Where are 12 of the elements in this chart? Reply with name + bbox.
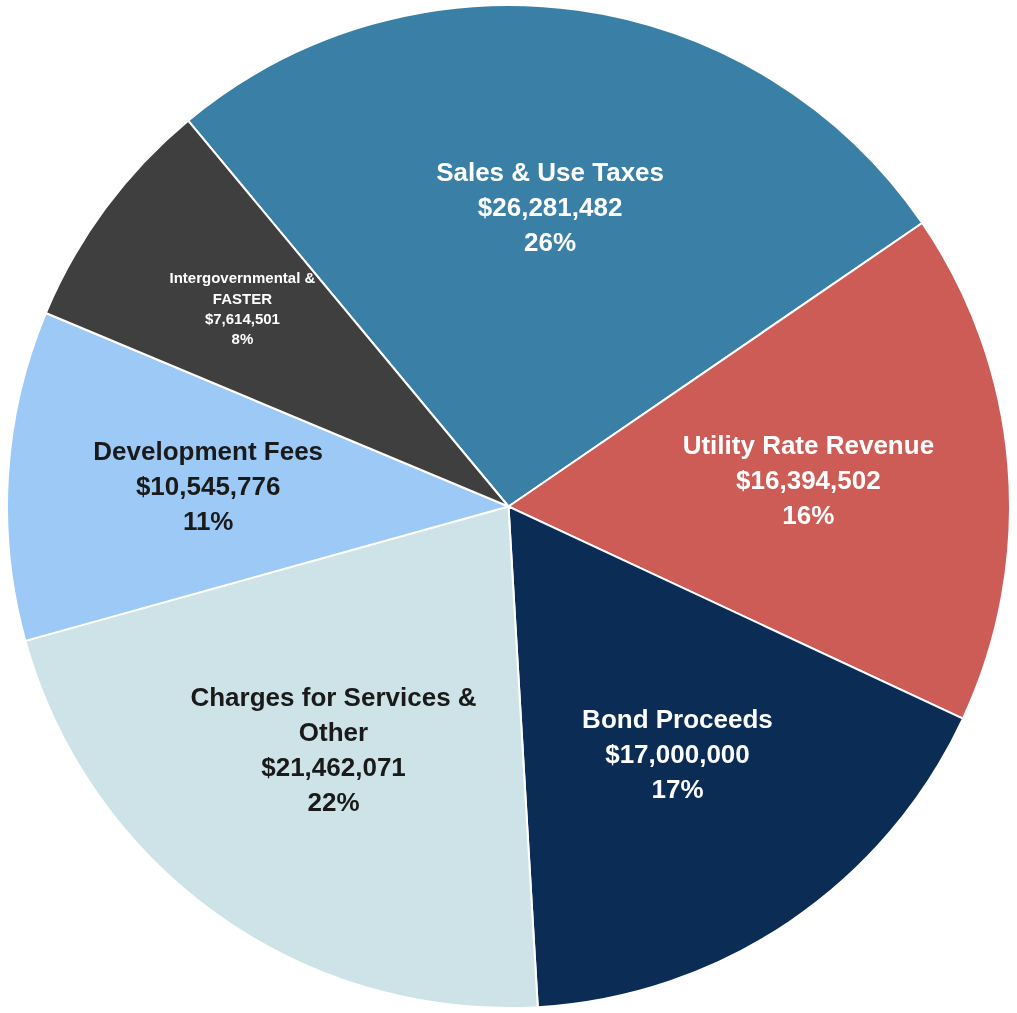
data-label: $10,545,776 11% <box>135 470 281 536</box>
data-label: $26,281,482 26% <box>477 191 623 257</box>
slice-label: Intergovernmental & FASTER <box>169 269 316 307</box>
slice-label: Sales & Use Taxes <box>436 156 665 187</box>
data-label: $21,462,071 22% <box>261 752 406 818</box>
slice-label: Utility Rate Revenue <box>682 429 935 460</box>
slice-label: Charges for Services & Other <box>190 681 477 747</box>
data-label: $16,394,502 16% <box>736 465 881 531</box>
data-label: $17,000,000 17% <box>605 738 750 804</box>
slice-label: Bond Proceeds <box>582 703 773 734</box>
data-label: $7,614,501 8% <box>204 309 280 348</box>
slice-label: Development Fees <box>93 435 324 466</box>
